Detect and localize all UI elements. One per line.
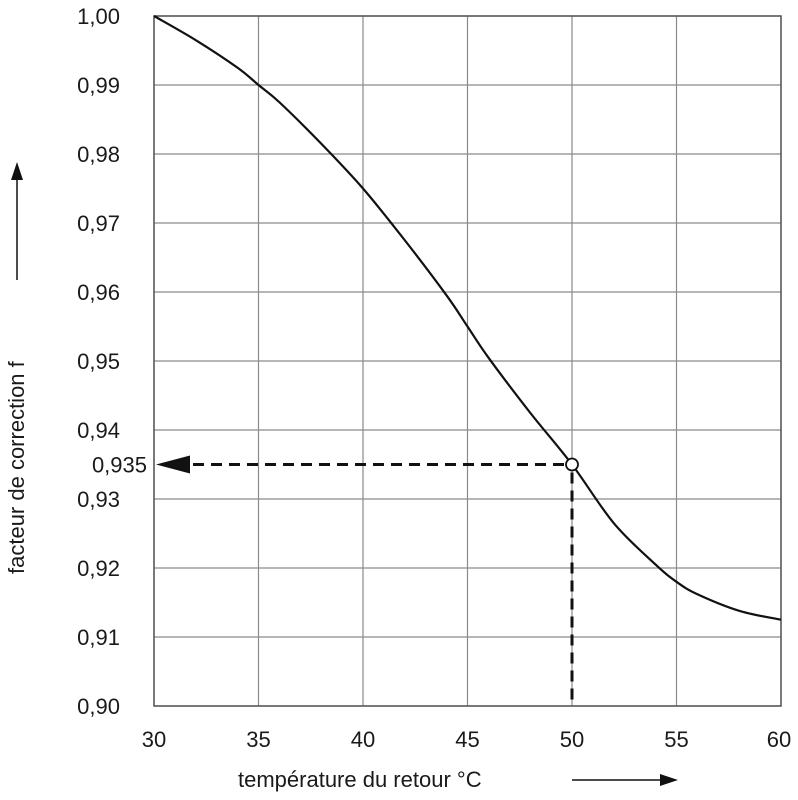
y-tick-label: 0,96 [77,280,120,305]
y-tick-label: 0,98 [77,142,120,167]
plot-frame [153,15,782,707]
y-axis-arrow-head [11,162,23,180]
x-tick-label: 40 [351,727,375,752]
y-tick-labels: 0,90 0,91 0,92 0,93 0,94 0,95 0,96 0,97 0,98 0,99… [77,4,120,719]
x-tick-label: 30 [142,727,166,752]
grid [153,15,782,707]
y-tick-label: 0,97 [77,211,120,236]
annotation-value-label: 0,935 [92,453,147,478]
arrow-head-left [156,455,190,474]
y-tick-label: 0,99 [77,73,120,98]
x-tick-label: 60 [767,727,791,752]
x-axis-arrow-head [660,774,678,786]
y-axis-label: facteur de correction f [4,360,29,574]
x-tick-label: 35 [246,727,270,752]
x-tick-label: 55 [664,727,688,752]
reading-point [565,457,579,472]
y-tick-label: 0,94 [77,418,120,443]
x-tick-label: 50 [560,727,584,752]
correction-curve [153,15,782,621]
x-axis-label: température du retour °C [238,767,482,792]
y-tick-label: 0,92 [77,556,120,581]
y-tick-label: 1,00 [77,4,120,29]
y-tick-label: 0,91 [77,625,120,650]
y-tick-label: 0,95 [77,349,120,374]
y-tick-label: 0,90 [77,694,120,719]
y-tick-label: 0,93 [77,487,120,512]
x-tick-labels: 30 35 40 45 50 55 60 [142,727,791,752]
x-tick-label: 45 [455,727,479,752]
